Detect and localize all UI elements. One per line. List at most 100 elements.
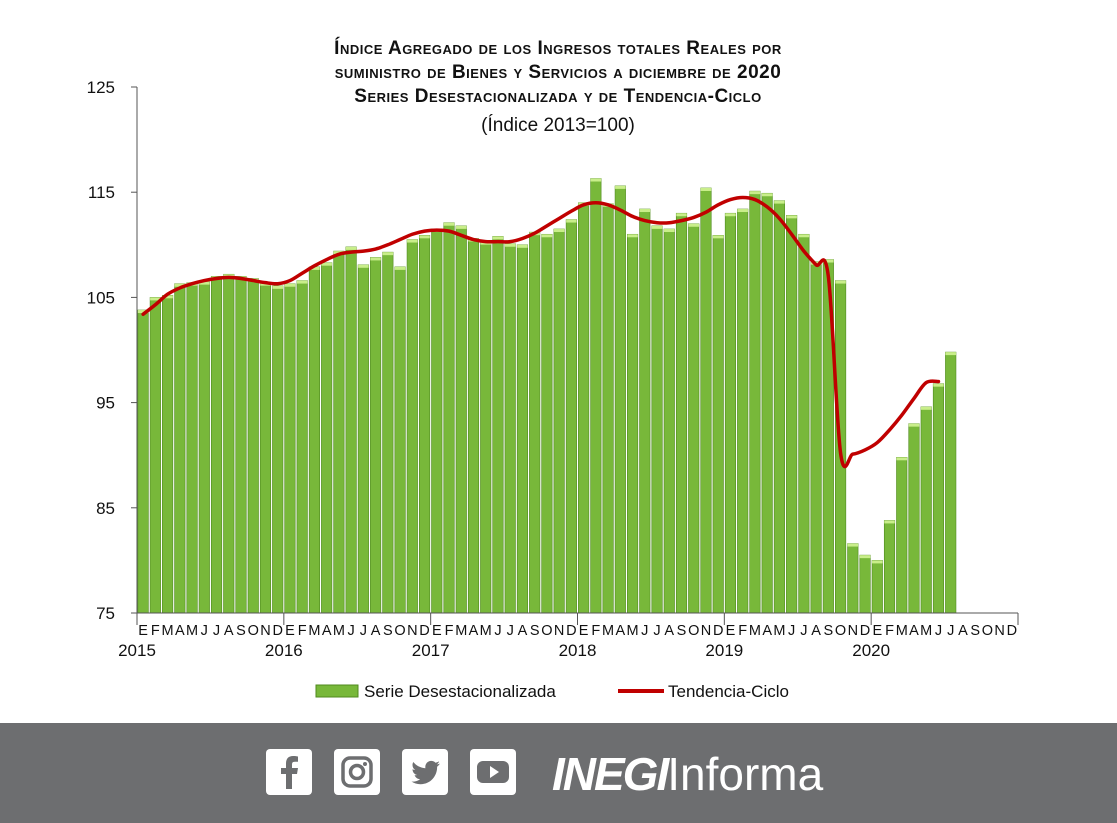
bar-cap <box>933 383 944 387</box>
bar-cap <box>651 225 663 229</box>
legend-label-line: Tendencia-Ciclo <box>668 682 789 701</box>
bar-cap <box>945 352 956 356</box>
legend: Serie Desestacionalizada Tendencia-Ciclo <box>315 682 789 701</box>
bar-cap <box>541 234 553 238</box>
bar-cap <box>407 239 418 243</box>
x-tick-label-month: A <box>322 623 332 639</box>
bar-cap <box>382 252 394 256</box>
chart-title-line-3: Series Desestacionalizada y de Tendencia… <box>354 86 761 107</box>
x-tick-label-month: M <box>749 623 761 639</box>
x-tick-label-month: A <box>518 623 528 639</box>
bar <box>896 457 908 614</box>
x-tick-label-month: S <box>824 623 834 639</box>
bar <box>786 215 798 614</box>
bar <box>357 264 369 614</box>
bar <box>859 554 871 614</box>
bar <box>651 225 663 614</box>
legend-label-bar: Serie Desestacionalizada <box>364 682 556 701</box>
y-tick-label: 125 <box>87 78 115 97</box>
x-tick-label-month: M <box>627 623 639 639</box>
x-tick-label-month: J <box>507 623 514 639</box>
x-tick-label-year: 2019 <box>705 641 743 660</box>
bar <box>370 257 382 614</box>
bar <box>639 208 651 614</box>
bar-cap <box>712 235 724 239</box>
bar <box>308 266 320 614</box>
x-tick-label-month: O <box>982 623 993 639</box>
x-tick-label-month: M <box>162 623 174 639</box>
bar-cap <box>309 266 320 270</box>
x-tick-label-year: 2020 <box>852 641 890 660</box>
x-tick-label-month: E <box>579 623 589 639</box>
x-tick-label-year: 2017 <box>412 641 450 660</box>
bar <box>932 383 945 614</box>
bar <box>565 219 577 614</box>
bar <box>492 236 504 614</box>
bar <box>259 282 272 614</box>
bar <box>541 233 553 614</box>
x-tick-label-month: E <box>432 623 442 639</box>
x-tick-label-month: J <box>360 623 367 639</box>
bar <box>418 235 431 614</box>
bar-cap <box>774 200 785 204</box>
x-tick-label-month: D <box>272 623 282 639</box>
x-tick-label-month: J <box>348 623 355 639</box>
bar <box>504 243 516 614</box>
bar <box>749 190 761 614</box>
bar-cap <box>174 283 186 287</box>
bar-cap <box>896 457 908 461</box>
bar-cap <box>590 178 602 182</box>
bar <box>908 423 920 614</box>
inegi-informa-logo: INEGIInforma <box>552 747 823 800</box>
x-tick-label-month: M <box>920 623 932 639</box>
bar <box>810 261 822 614</box>
x-tick-label-year: 2016 <box>265 641 303 660</box>
bar-cap <box>884 520 895 524</box>
y-tick-label: 105 <box>87 288 115 307</box>
bar-cap <box>823 259 834 263</box>
bar-cap <box>566 219 577 223</box>
bar <box>737 208 749 614</box>
x-tick-label-month: F <box>151 623 160 639</box>
x-tick-label-month: S <box>970 623 980 639</box>
x-tick-label-month: F <box>445 623 454 639</box>
bar <box>627 233 639 614</box>
x-tick-label-month: E <box>138 623 148 639</box>
bar <box>724 212 737 614</box>
bar-cap <box>639 209 651 213</box>
bar-cap <box>443 222 455 226</box>
youtube-icon[interactable] <box>470 749 516 795</box>
bar-cap <box>700 187 712 191</box>
bar-cap <box>162 295 173 299</box>
bar-cap <box>908 423 920 427</box>
x-tick-label-month: M <box>480 623 492 639</box>
x-tick-label-month: S <box>236 623 246 639</box>
instagram-icon[interactable] <box>334 749 380 795</box>
x-tick-label-month: J <box>201 623 208 639</box>
bar <box>761 192 773 614</box>
x-tick-label-month: M <box>896 623 908 639</box>
bar-cap <box>284 283 296 287</box>
bar <box>578 202 590 614</box>
y-tick-label: 75 <box>96 604 115 623</box>
x-tick-label-month: N <box>554 623 564 639</box>
bar-cap <box>627 234 638 238</box>
facebook-icon[interactable] <box>266 749 312 795</box>
x-tick-label-month: E <box>285 623 295 639</box>
bar <box>284 283 296 614</box>
x-tick-label-month: J <box>935 623 942 639</box>
x-tick-label-month: D <box>1007 623 1017 639</box>
bar <box>394 266 406 614</box>
bar-cap <box>370 257 381 261</box>
x-tick-label-month: N <box>701 623 711 639</box>
x-tick-label-month: O <box>835 623 846 639</box>
bar <box>516 244 528 614</box>
bar <box>198 281 210 614</box>
bar <box>529 231 541 614</box>
x-tick-label-month: A <box>909 623 919 639</box>
twitter-icon[interactable] <box>402 749 448 795</box>
bar <box>883 520 896 614</box>
x-tick-label-month: M <box>773 623 785 639</box>
x-tick-label-month: J <box>641 623 648 639</box>
bar <box>382 251 394 614</box>
